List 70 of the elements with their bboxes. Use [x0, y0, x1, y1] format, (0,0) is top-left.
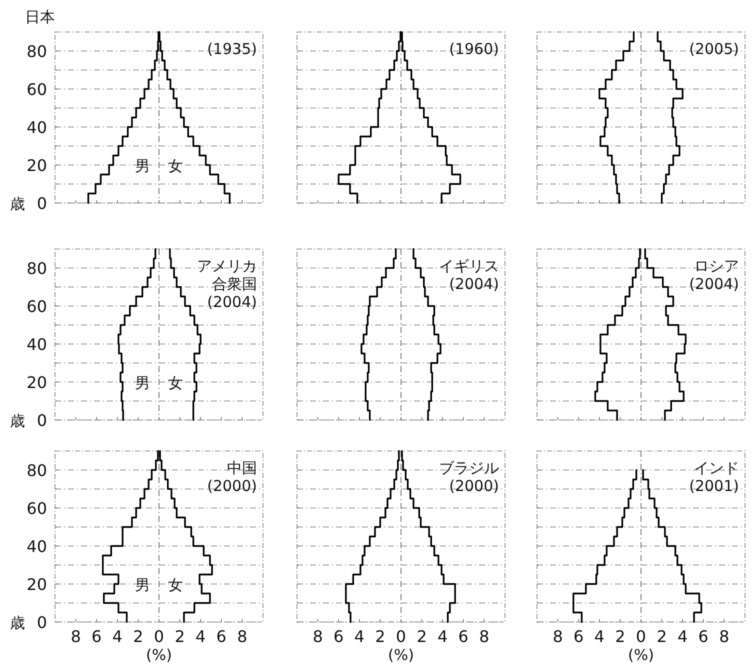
text: イギリス [439, 257, 499, 275]
x-tick-label: 4 [678, 627, 688, 646]
x-tick-label: 2 [174, 627, 185, 646]
x-tick-label: 0 [396, 627, 406, 646]
y-axis-title: 歳 [10, 412, 25, 430]
y-tick-label: 20 [26, 373, 47, 392]
x-tick-label: 6 [92, 627, 102, 646]
y-tick-label: 60 [26, 499, 47, 518]
x-tick-label: 0 [636, 627, 646, 646]
text: (2004) [449, 275, 499, 293]
x-tick-label: 2 [375, 627, 386, 646]
x-tick-label: 8 [70, 627, 81, 646]
series-label: 女 [168, 374, 184, 392]
x-tick-label: 6 [698, 627, 708, 646]
x-axis-title: (%) [146, 646, 172, 664]
x-tick-label: 8 [552, 627, 563, 646]
series-label: 男 [134, 157, 150, 175]
x-tick-label: 6 [574, 627, 584, 646]
text: 日本 [25, 8, 55, 26]
y-axis-title: 歳 [10, 195, 25, 213]
text: (2000) [207, 477, 257, 495]
x-tick-label: 4 [438, 627, 448, 646]
x-tick-label: 8 [719, 627, 730, 646]
y-tick-label: 80 [26, 42, 47, 61]
x-tick-label: 4 [594, 627, 604, 646]
x-axis-title: (%) [628, 646, 654, 664]
x-tick-label: 0 [154, 627, 164, 646]
x-tick-label: 2 [133, 627, 144, 646]
y-tick-label: 20 [26, 575, 47, 594]
x-tick-label: 2 [615, 627, 626, 646]
text: (1960) [449, 40, 499, 58]
x-tick-label: 4 [112, 627, 122, 646]
x-tick-label: 8 [237, 627, 248, 646]
y-tick-label: 80 [26, 461, 47, 480]
text: インド [694, 459, 739, 477]
series-label: 女 [168, 576, 184, 594]
y-tick-label: 40 [26, 537, 47, 556]
text: ブラジル [439, 459, 499, 477]
y-tick-label: 0 [36, 411, 47, 430]
x-axis-title: (%) [388, 646, 414, 664]
series-label: 男 [134, 374, 150, 392]
text: (2004) [207, 293, 257, 311]
text: (1935) [207, 40, 257, 58]
text: ロシア [694, 257, 739, 275]
x-tick-label: 4 [354, 627, 364, 646]
x-tick-label: 8 [479, 627, 490, 646]
y-tick-label: 20 [26, 156, 47, 175]
x-tick-label: 6 [216, 627, 226, 646]
y-tick-label: 40 [26, 118, 47, 137]
y-tick-label: 0 [36, 194, 47, 213]
x-tick-label: 6 [458, 627, 468, 646]
y-tick-label: 80 [26, 259, 47, 278]
y-tick-label: 40 [26, 335, 47, 354]
text: 中国 [227, 459, 257, 477]
y-tick-label: 60 [26, 297, 47, 316]
text: (2001) [689, 477, 739, 495]
text: (2005) [689, 40, 739, 58]
y-axis-title: 歳 [10, 614, 25, 632]
text: (2000) [449, 477, 499, 495]
series-label: 男 [134, 576, 150, 594]
x-tick-label: 8 [312, 627, 323, 646]
x-tick-label: 2 [656, 627, 667, 646]
y-tick-label: 60 [26, 80, 47, 99]
x-tick-label: 2 [416, 627, 427, 646]
series-label: 女 [168, 157, 184, 175]
text: (2004) [689, 275, 739, 293]
y-tick-label: 0 [36, 613, 47, 632]
x-tick-label: 4 [196, 627, 206, 646]
text: アメリカ合衆国 [197, 257, 257, 293]
x-tick-label: 6 [334, 627, 344, 646]
